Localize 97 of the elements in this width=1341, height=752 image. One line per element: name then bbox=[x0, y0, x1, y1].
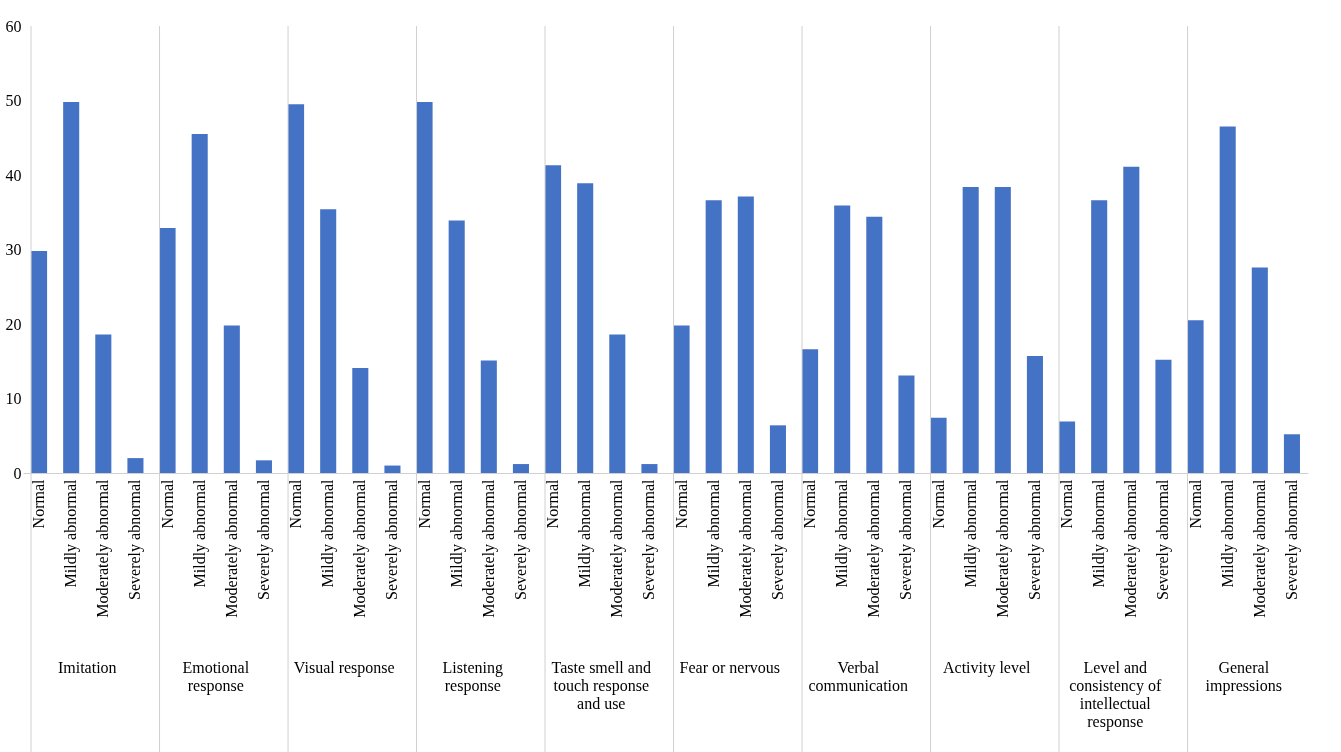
bar bbox=[930, 417, 947, 473]
bar bbox=[223, 325, 240, 473]
bar bbox=[448, 220, 465, 473]
text: Taste smell and touch response and use bbox=[551, 659, 651, 712]
bar bbox=[95, 334, 112, 473]
bar bbox=[1059, 421, 1076, 473]
x-tick-label: Severely abnormal bbox=[126, 478, 145, 600]
bar bbox=[288, 104, 305, 473]
x-tick-label: Mildly abnormal bbox=[1218, 478, 1237, 588]
bar bbox=[320, 209, 337, 473]
bar bbox=[962, 186, 979, 473]
text: Activity level bbox=[942, 659, 1032, 677]
x-tick-label: Severely abnormal bbox=[768, 478, 787, 600]
bar bbox=[609, 334, 626, 473]
x-tick-label: Severely abnormal bbox=[1154, 478, 1173, 600]
x-tick-label: Mildly abnormal bbox=[319, 478, 338, 588]
text: General impressions bbox=[1205, 659, 1282, 695]
bar bbox=[641, 464, 658, 473]
text: Visual response bbox=[293, 659, 395, 677]
bar bbox=[416, 101, 433, 473]
bar bbox=[255, 460, 272, 473]
bar bbox=[352, 367, 369, 473]
bar bbox=[63, 101, 80, 473]
bar bbox=[1219, 126, 1236, 473]
bar bbox=[898, 375, 915, 473]
bar bbox=[769, 425, 786, 473]
x-tick-label: Severely abnormal bbox=[383, 478, 402, 600]
x-tick-label: Mildly abnormal bbox=[62, 478, 81, 588]
bar bbox=[1123, 166, 1140, 473]
bar bbox=[834, 205, 851, 473]
x-tick-label: Moderately abnormal bbox=[993, 478, 1012, 618]
x-tick-label: Severely abnormal bbox=[1282, 478, 1301, 600]
x-tick-label: Normal bbox=[287, 478, 305, 529]
text: Level and consistency of intellectual response bbox=[1069, 659, 1162, 731]
x-tick-label: Moderately abnormal bbox=[736, 478, 755, 618]
x-tick-label: Severely abnormal bbox=[254, 478, 273, 600]
x-tick-label: Mildly abnormal bbox=[833, 478, 852, 588]
bar bbox=[159, 227, 176, 473]
x-tick-label: Mildly abnormal bbox=[190, 478, 209, 588]
x-tick-label: Moderately abnormal bbox=[222, 478, 241, 618]
bar bbox=[577, 183, 594, 473]
bar bbox=[1091, 200, 1108, 473]
x-tick-label: Severely abnormal bbox=[897, 478, 916, 600]
bar bbox=[127, 458, 144, 473]
x-tick-label: Normal bbox=[1186, 478, 1204, 529]
bar bbox=[866, 216, 883, 473]
x-tick-label: Normal bbox=[1058, 478, 1076, 529]
bar bbox=[512, 464, 529, 473]
bar bbox=[1251, 267, 1268, 473]
x-tick-label: Normal bbox=[672, 478, 690, 529]
x-tick-label: Moderately abnormal bbox=[94, 478, 113, 618]
x-tick-label: Moderately abnormal bbox=[351, 478, 370, 618]
x-tick-label: Normal bbox=[415, 478, 433, 529]
y-tick-label: 10 bbox=[5, 390, 22, 407]
bar bbox=[737, 196, 754, 473]
x-tick-label: Mildly abnormal bbox=[1090, 478, 1109, 588]
x-tick-label: Moderately abnormal bbox=[1250, 478, 1269, 618]
x-tick-label: Moderately abnormal bbox=[1122, 478, 1141, 618]
x-tick-label: Mildly abnormal bbox=[576, 478, 595, 588]
bar bbox=[1155, 359, 1172, 473]
y-tick-label: 20 bbox=[5, 315, 22, 333]
x-tick-label: Severely abnormal bbox=[640, 478, 659, 600]
bar bbox=[31, 250, 48, 473]
y-tick-label: 40 bbox=[5, 166, 22, 184]
bar bbox=[673, 325, 690, 473]
bar bbox=[994, 186, 1011, 473]
bar bbox=[1283, 434, 1300, 473]
bar bbox=[191, 134, 208, 473]
y-tick-label: 60 bbox=[5, 17, 22, 35]
x-tick-label: Normal bbox=[158, 478, 176, 529]
x-tick-label: Moderately abnormal bbox=[865, 478, 884, 618]
x-tick-label: Severely abnormal bbox=[511, 478, 530, 600]
bar bbox=[480, 360, 497, 473]
x-tick-label: Severely abnormal bbox=[1025, 478, 1044, 600]
bar bbox=[802, 349, 819, 473]
bar bbox=[545, 165, 562, 473]
y-tick-label: 30 bbox=[5, 241, 22, 258]
x-tick-label: Normal bbox=[544, 478, 562, 529]
text: Fear or nervous bbox=[679, 659, 780, 676]
bar bbox=[705, 200, 722, 473]
bar bbox=[384, 465, 401, 473]
bar bbox=[1026, 356, 1043, 473]
x-tick-label: Normal bbox=[801, 478, 819, 529]
x-tick-label: Moderately abnormal bbox=[608, 478, 627, 618]
y-tick-label: 0 bbox=[13, 464, 22, 482]
text: Imitation bbox=[57, 659, 117, 676]
x-tick-label: Mildly abnormal bbox=[961, 478, 980, 588]
x-tick-label: Normal bbox=[929, 478, 947, 529]
x-tick-label: Normal bbox=[30, 478, 48, 529]
text: Verbal communication bbox=[808, 659, 909, 694]
y-tick-label: 50 bbox=[5, 92, 22, 109]
x-tick-label: Moderately abnormal bbox=[479, 478, 498, 618]
x-tick-label: Mildly abnormal bbox=[704, 478, 723, 588]
bar bbox=[1187, 320, 1204, 473]
x-tick-label: Mildly abnormal bbox=[447, 478, 466, 588]
text: Listening response bbox=[442, 659, 503, 695]
text: Emotional response bbox=[182, 659, 250, 695]
